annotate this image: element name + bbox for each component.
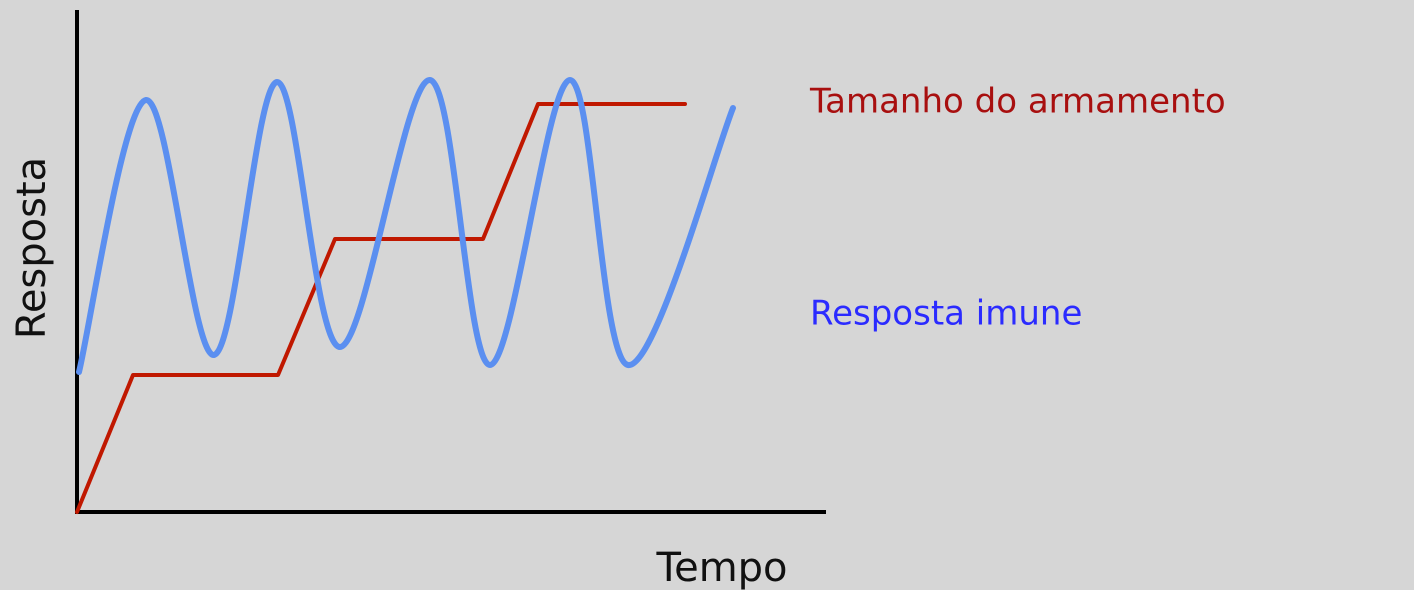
- line-series: [76, 77, 736, 375]
- line-series: [75, 102, 687, 514]
- legend-label: Resposta imune: [810, 294, 1082, 334]
- y-axis-label: Resposta: [9, 157, 55, 339]
- legend-label: Tamanho do armamento: [809, 82, 1226, 122]
- x-axis-label: Tempo: [655, 545, 787, 590]
